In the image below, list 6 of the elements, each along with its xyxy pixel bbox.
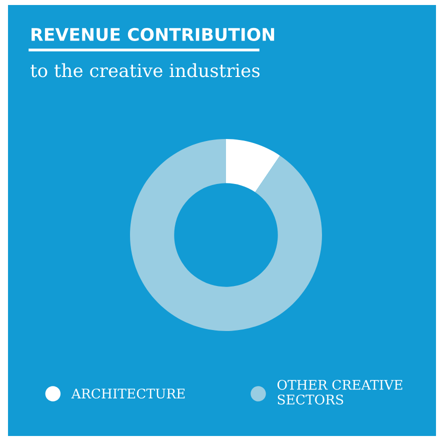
donut-slice bbox=[226, 139, 280, 192]
donut-slice bbox=[130, 139, 322, 331]
legend-label: OTHER CREATIVE SECTORS bbox=[277, 380, 402, 405]
legend-label: ARCHITECTURE bbox=[71, 388, 185, 399]
chart-title: REVENUE CONTRIBUTION bbox=[32, 28, 274, 42]
chart-subtitle: to the creative industries bbox=[30, 63, 260, 78]
